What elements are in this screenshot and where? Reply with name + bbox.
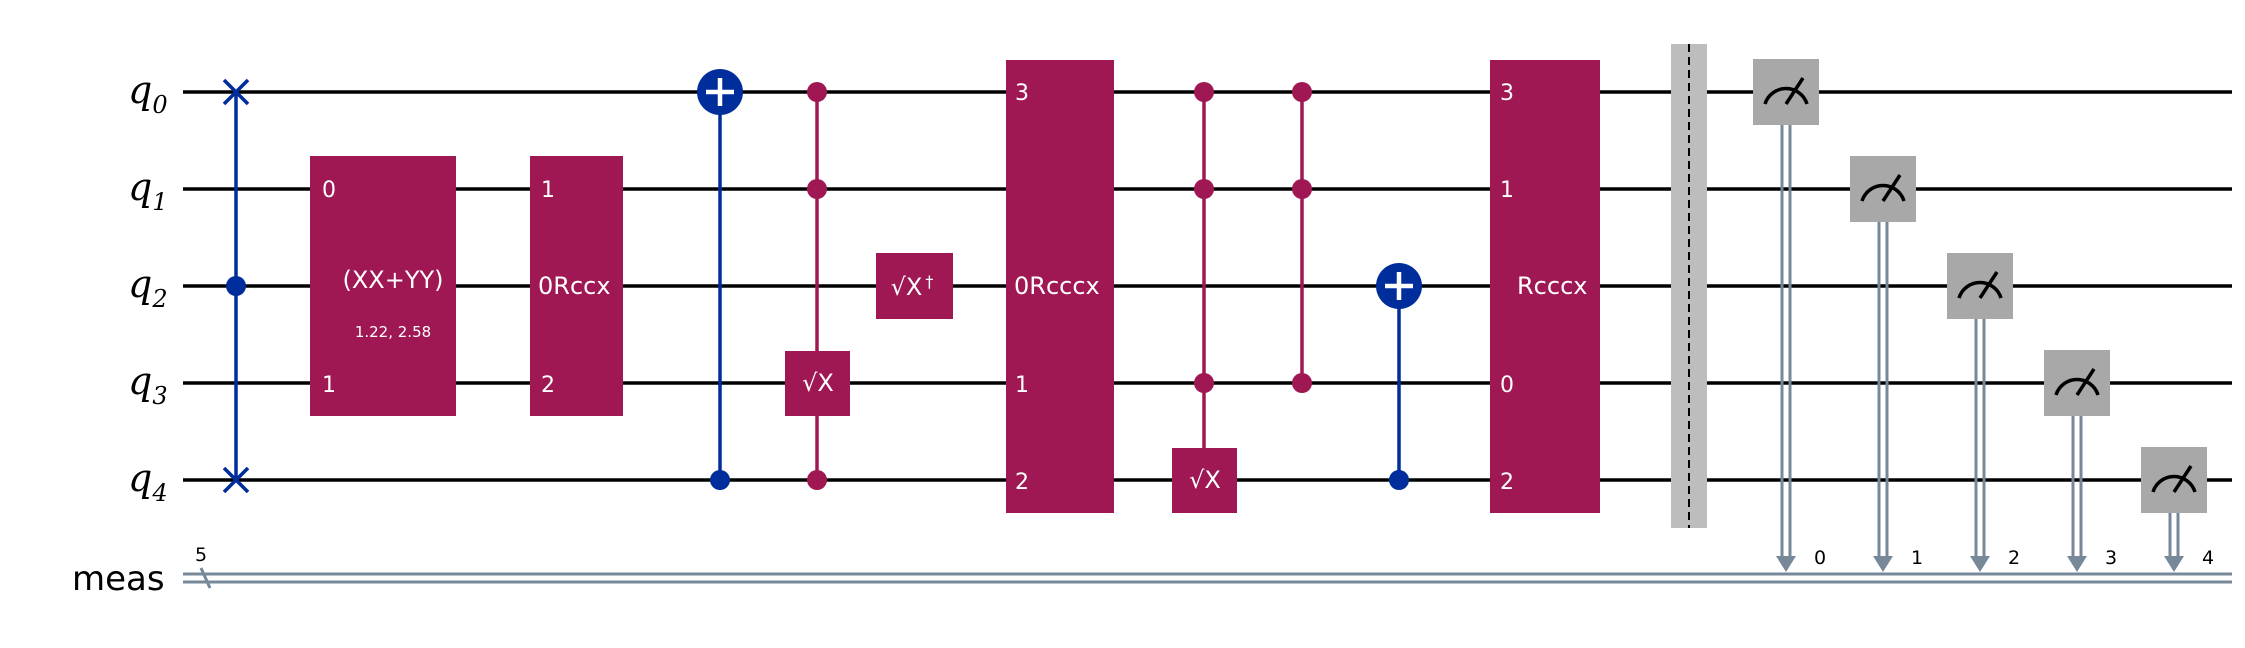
measure-bit-label: 2 [2008, 547, 2020, 569]
measure-gate-q4: 4 [2141, 447, 2214, 572]
rcccx-b-pin-q4: 2 [1500, 470, 1514, 495]
qubit-labels: q0 q1 q2 q3 q4 meas [72, 68, 168, 599]
rcccx-a-label: 0Rcccx [1014, 272, 1100, 300]
rcccx-gate-1: 3 0Rcccx 1 2 [1006, 60, 1114, 513]
rcccx-b-label: Rcccx [1517, 272, 1587, 300]
xxyy-pin-top: 0 [322, 178, 336, 203]
xxyy-params: 1.22, 2.58 [355, 323, 431, 341]
measure-bit-label: 4 [2202, 547, 2214, 569]
xx-plus-yy-gate: 0 1 (XX+YY) 1.22, 2.58 [310, 156, 456, 416]
control-dot [710, 470, 730, 490]
xxyy-label: (XX+YY) [342, 266, 443, 294]
qubit-label-q1: q1 [128, 165, 168, 216]
qubit-label-q4: q4 [128, 456, 168, 507]
meter-icon [2054, 368, 2100, 396]
cnot-gate-1 [697, 69, 743, 490]
measure-bit-label: 3 [2105, 547, 2117, 569]
rcccx-a-pin-q0: 3 [1015, 81, 1029, 106]
classical-wire [183, 572, 2232, 584]
measure-gate-q3: 3 [2044, 350, 2117, 572]
measure-gate-q1: 1 [1850, 156, 1923, 572]
sxdg-dagger: † [925, 272, 933, 291]
swap-control-dot [226, 276, 246, 296]
meter-icon [1763, 77, 1809, 105]
classical-bundle-width: 5 [195, 544, 207, 566]
barrier [1671, 44, 1707, 528]
rccx-pin-1: 1 [541, 178, 555, 203]
classical-bundle-slash [199, 567, 212, 589]
multi-controlled-z-gate [1292, 82, 1312, 393]
measure-gate-q2: 2 [1947, 253, 2020, 572]
meter-icon [1860, 174, 1906, 202]
rccx-label: 0Rccx [538, 272, 611, 300]
rccx-gate: 1 2 0Rccx [530, 156, 623, 416]
qubit-label-q2: q2 [128, 262, 168, 313]
qubit-wires [183, 90, 2232, 482]
measure-bit-label: 0 [1814, 547, 1826, 569]
multi-controlled-sx-gate-2: √X [1172, 82, 1237, 513]
sxdg-gate: √X † [876, 253, 953, 319]
control-dot [1389, 470, 1409, 490]
meter-icon [1957, 271, 2003, 299]
rccx-pin-2: 2 [541, 373, 555, 398]
rcccx-a-pin-q4: 2 [1015, 470, 1029, 495]
meter-icon [2151, 465, 2197, 493]
rcccx-b-pin-q3: 0 [1500, 373, 1514, 398]
multi-controlled-sx-gate-1: √X [785, 82, 850, 490]
rcccx-a-pin-q3: 1 [1015, 373, 1029, 398]
sxdg-label: √X [891, 273, 923, 301]
measure-bit-label: 1 [1911, 547, 1923, 569]
sx-label: √X [802, 369, 834, 397]
rcccx-b-pin-q1: 1 [1500, 178, 1514, 203]
measurements: 0 1 2 3 4 [1753, 59, 2214, 572]
xxyy-pin-bottom: 1 [322, 373, 336, 398]
qubit-label-q0: q0 [128, 68, 168, 119]
rcccx-gate-2: 3 1 Rcccx 0 2 [1490, 60, 1600, 513]
classical-register-label: meas [72, 559, 165, 599]
cnot-gate-2 [1376, 263, 1422, 490]
qubit-label-q3: q3 [128, 359, 168, 410]
svg-text:√X†: √X † [891, 272, 934, 301]
measure-gate-q0: 0 [1753, 59, 1826, 572]
rcccx-b-pin-q0: 3 [1500, 81, 1514, 106]
sx2-label: √X [1189, 466, 1221, 494]
